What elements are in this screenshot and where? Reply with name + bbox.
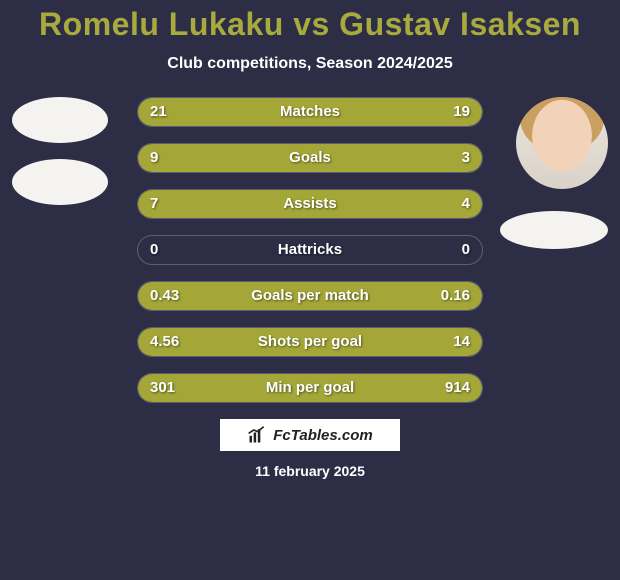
stat-value-left: 9	[150, 144, 158, 172]
stat-value-left: 301	[150, 374, 175, 402]
stat-value-left: 7	[150, 190, 158, 218]
stat-label: Shots per goal	[138, 328, 482, 356]
stat-value-right: 14	[453, 328, 470, 356]
stat-label: Matches	[138, 98, 482, 126]
player1-avatar-placeholder	[12, 97, 108, 143]
comparison-area: Matches21 19 Goals9 3 Assists7 4 Hattricks0 0 Go…	[0, 97, 620, 403]
player1-column	[12, 97, 112, 221]
player2-face-icon	[516, 97, 608, 189]
stat-row: Shots per goal4.56 14	[137, 327, 483, 357]
stat-value-right: 19	[453, 98, 470, 126]
stat-row: Min per goal301 914	[137, 373, 483, 403]
stat-row: Goals9 3	[137, 143, 483, 173]
page-title: Romelu Lukaku vs Gustav Isaksen	[0, 0, 620, 43]
player2-avatar	[516, 97, 608, 189]
stat-row: Matches21 19	[137, 97, 483, 127]
date-line: 11 february 2025	[0, 463, 620, 479]
vs-text: vs	[293, 6, 330, 42]
player1-name: Romelu Lukaku	[39, 6, 284, 42]
player1-team-logo-placeholder	[12, 159, 108, 205]
stat-row: Hattricks0 0	[137, 235, 483, 265]
stat-value-left: 0.43	[150, 282, 179, 310]
stat-label: Assists	[138, 190, 482, 218]
stat-value-left: 21	[150, 98, 167, 126]
player2-team-logo-placeholder	[500, 211, 608, 249]
stat-value-left: 0	[150, 236, 158, 264]
stat-row: Goals per match0.43 0.16	[137, 281, 483, 311]
player2-name: Gustav Isaksen	[339, 6, 581, 42]
stat-value-right: 0	[462, 236, 470, 264]
brand-text: FcTables.com	[273, 427, 372, 444]
chart-icon	[247, 425, 267, 445]
stat-label: Goals per match	[138, 282, 482, 310]
stat-value-right: 914	[445, 374, 470, 402]
brand-badge: FcTables.com	[220, 419, 400, 451]
stat-label: Goals	[138, 144, 482, 172]
stat-value-right: 3	[462, 144, 470, 172]
subtitle: Club competitions, Season 2024/2025	[0, 55, 620, 73]
stat-label: Min per goal	[138, 374, 482, 402]
stat-label: Hattricks	[138, 236, 482, 264]
stat-value-left: 4.56	[150, 328, 179, 356]
stat-row: Assists7 4	[137, 189, 483, 219]
stat-value-right: 0.16	[441, 282, 470, 310]
player2-column	[500, 97, 608, 249]
stat-value-right: 4	[462, 190, 470, 218]
stat-bars-container: Matches21 19 Goals9 3 Assists7 4 Hattricks0 0 Go…	[137, 97, 483, 403]
